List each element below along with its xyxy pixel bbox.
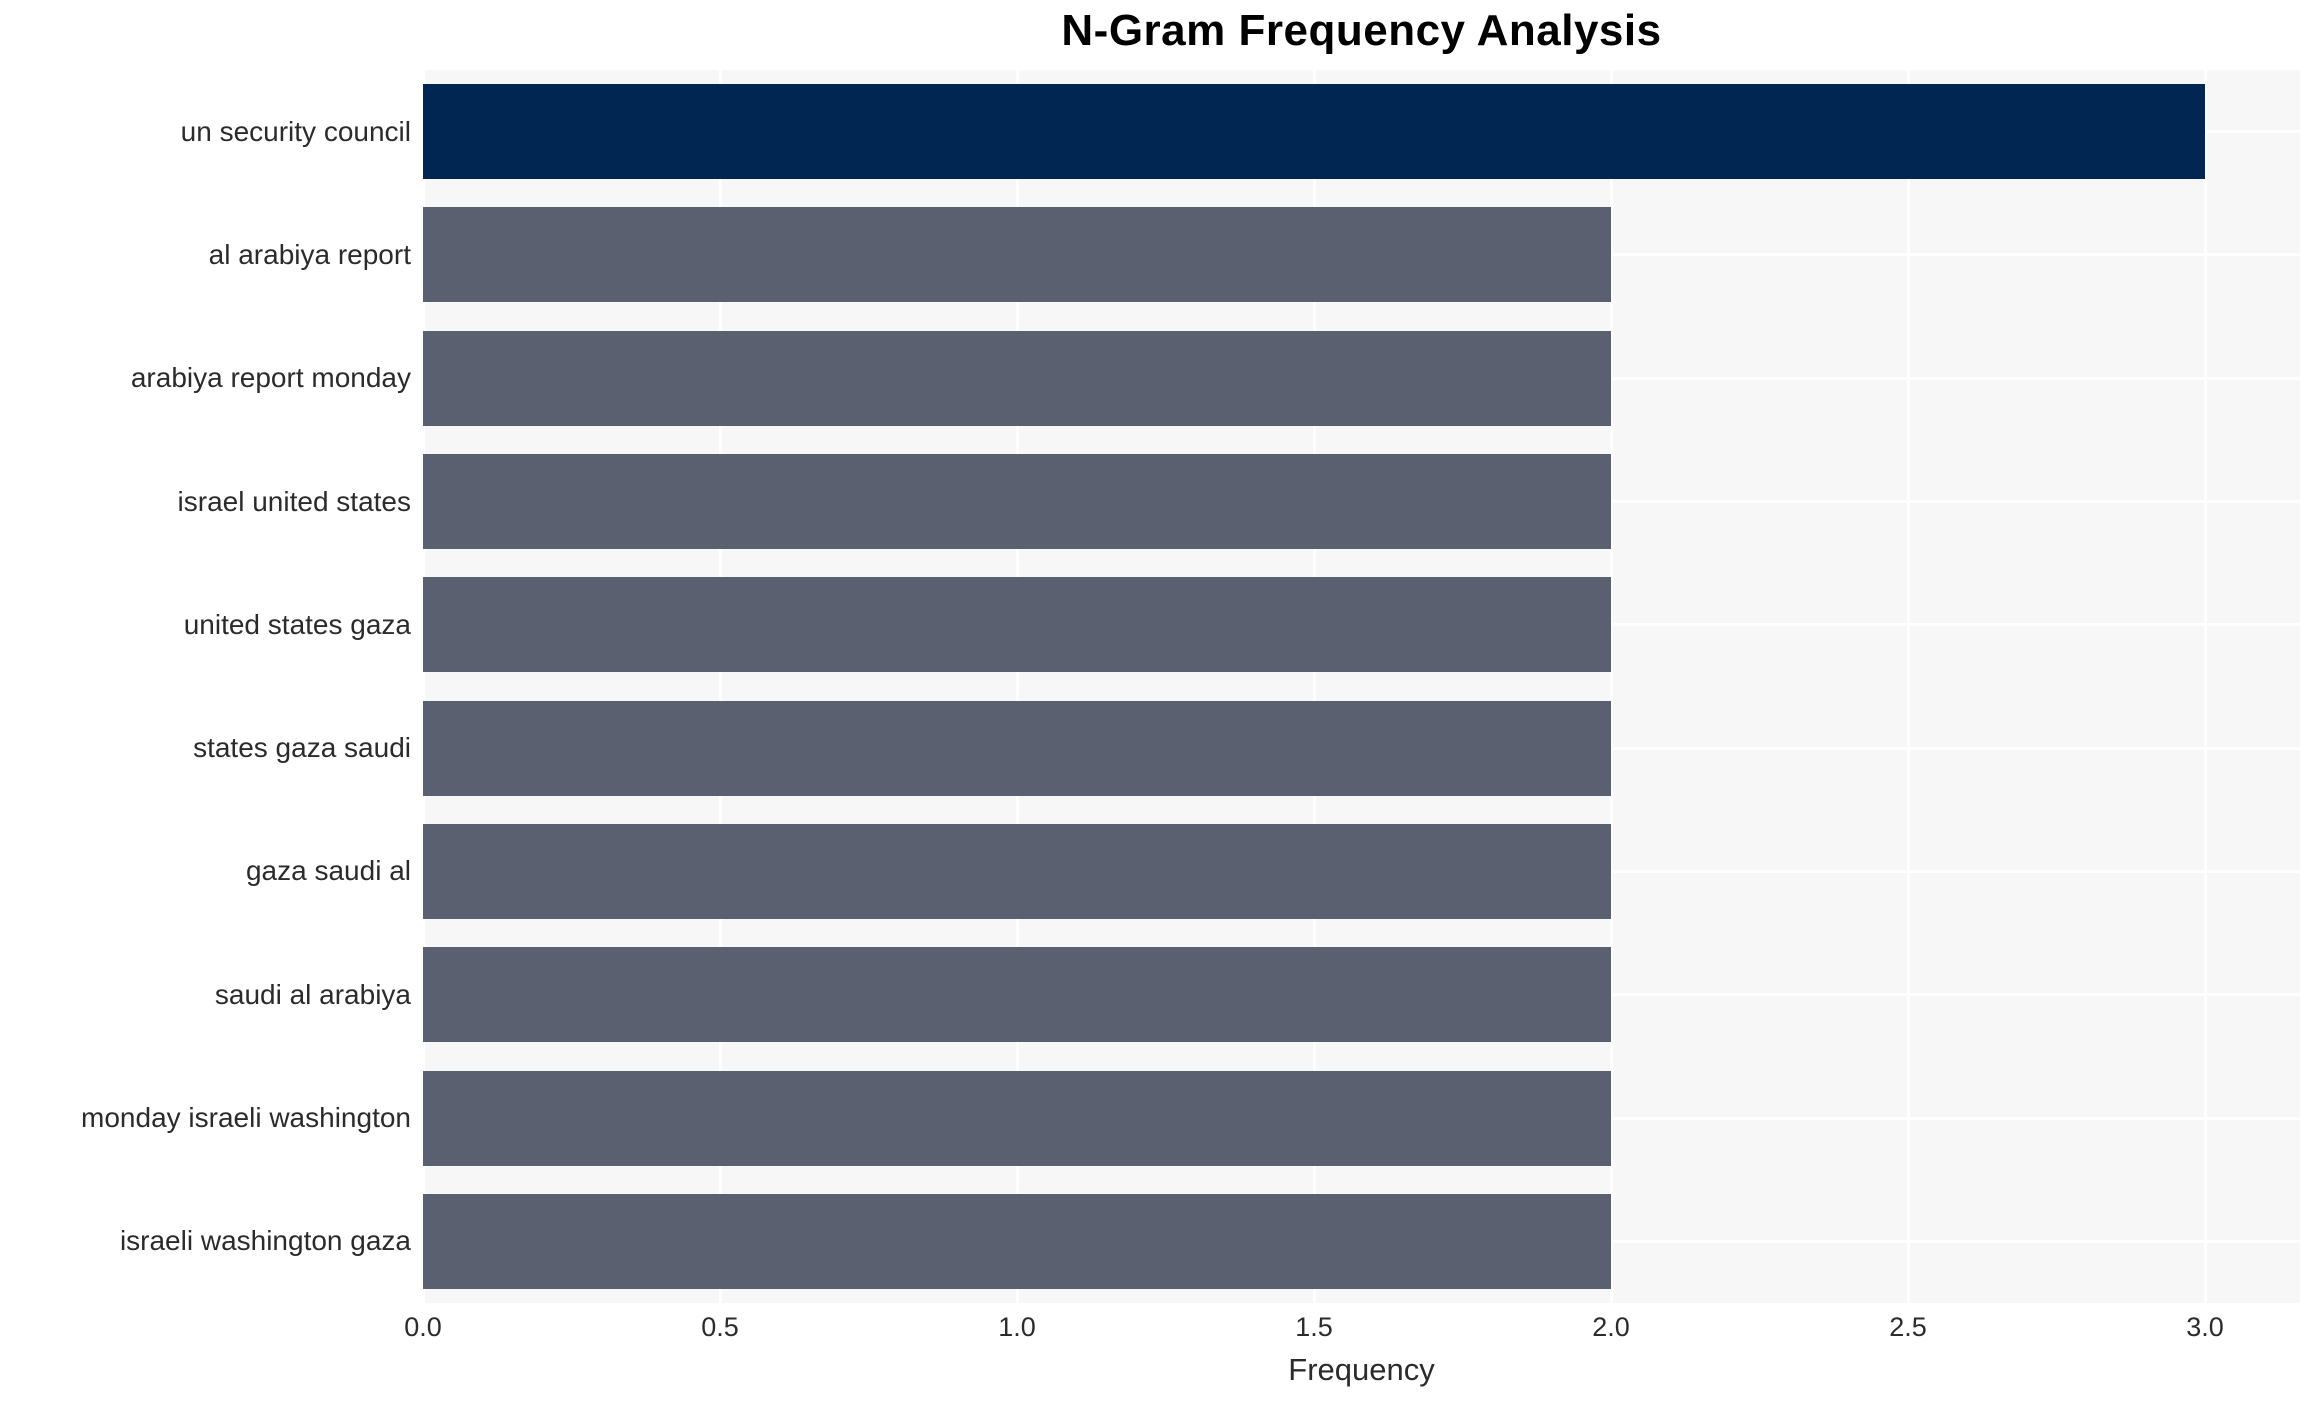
y-category-label: saudi al arabiya — [214, 978, 411, 1010]
x-tick-label: 3.0 — [2186, 1312, 2224, 1342]
y-category-label: gaza saudi al — [245, 855, 411, 887]
vertical-gridline — [1312, 70, 1316, 1303]
bar — [423, 330, 1611, 426]
vertical-gridline — [718, 70, 722, 1303]
y-category-label: israeli washington gaza — [119, 1225, 411, 1257]
y-category-label: arabiya report monday — [130, 362, 411, 394]
x-tick-label: 0.0 — [404, 1312, 442, 1342]
y-category-label: states gaza saudi — [193, 732, 411, 764]
y-category-label: united states gaza — [183, 608, 411, 640]
bar — [423, 207, 1611, 303]
vertical-gridline — [1609, 70, 1613, 1303]
vertical-gridline — [2203, 70, 2207, 1303]
y-category-label: un security council — [180, 115, 411, 147]
bar — [423, 823, 1611, 919]
bar — [423, 1193, 1611, 1289]
bar — [423, 454, 1611, 550]
y-category-label: al arabiya report — [208, 238, 411, 270]
y-category-label: monday israeli washington — [81, 1102, 411, 1134]
bar — [423, 947, 1611, 1043]
bar — [423, 577, 1611, 673]
x-axis-label: Frequency — [1288, 1352, 1435, 1387]
vertical-gridline — [421, 70, 425, 1303]
bar — [423, 1070, 1611, 1166]
y-category-label: israel united states — [177, 485, 411, 517]
bar — [423, 700, 1611, 796]
vertical-gridline — [1015, 70, 1019, 1303]
vertical-gridline — [1906, 70, 1910, 1303]
x-tick-label: 2.0 — [1592, 1312, 1630, 1342]
bar — [423, 84, 2205, 180]
x-tick-label: 0.5 — [701, 1312, 739, 1342]
chart-title: N-Gram Frequency Analysis — [1061, 6, 1662, 55]
x-tick-label: 2.5 — [1889, 1312, 1927, 1342]
x-tick-label: 1.0 — [998, 1312, 1036, 1342]
x-tick-label: 1.5 — [1295, 1312, 1333, 1342]
